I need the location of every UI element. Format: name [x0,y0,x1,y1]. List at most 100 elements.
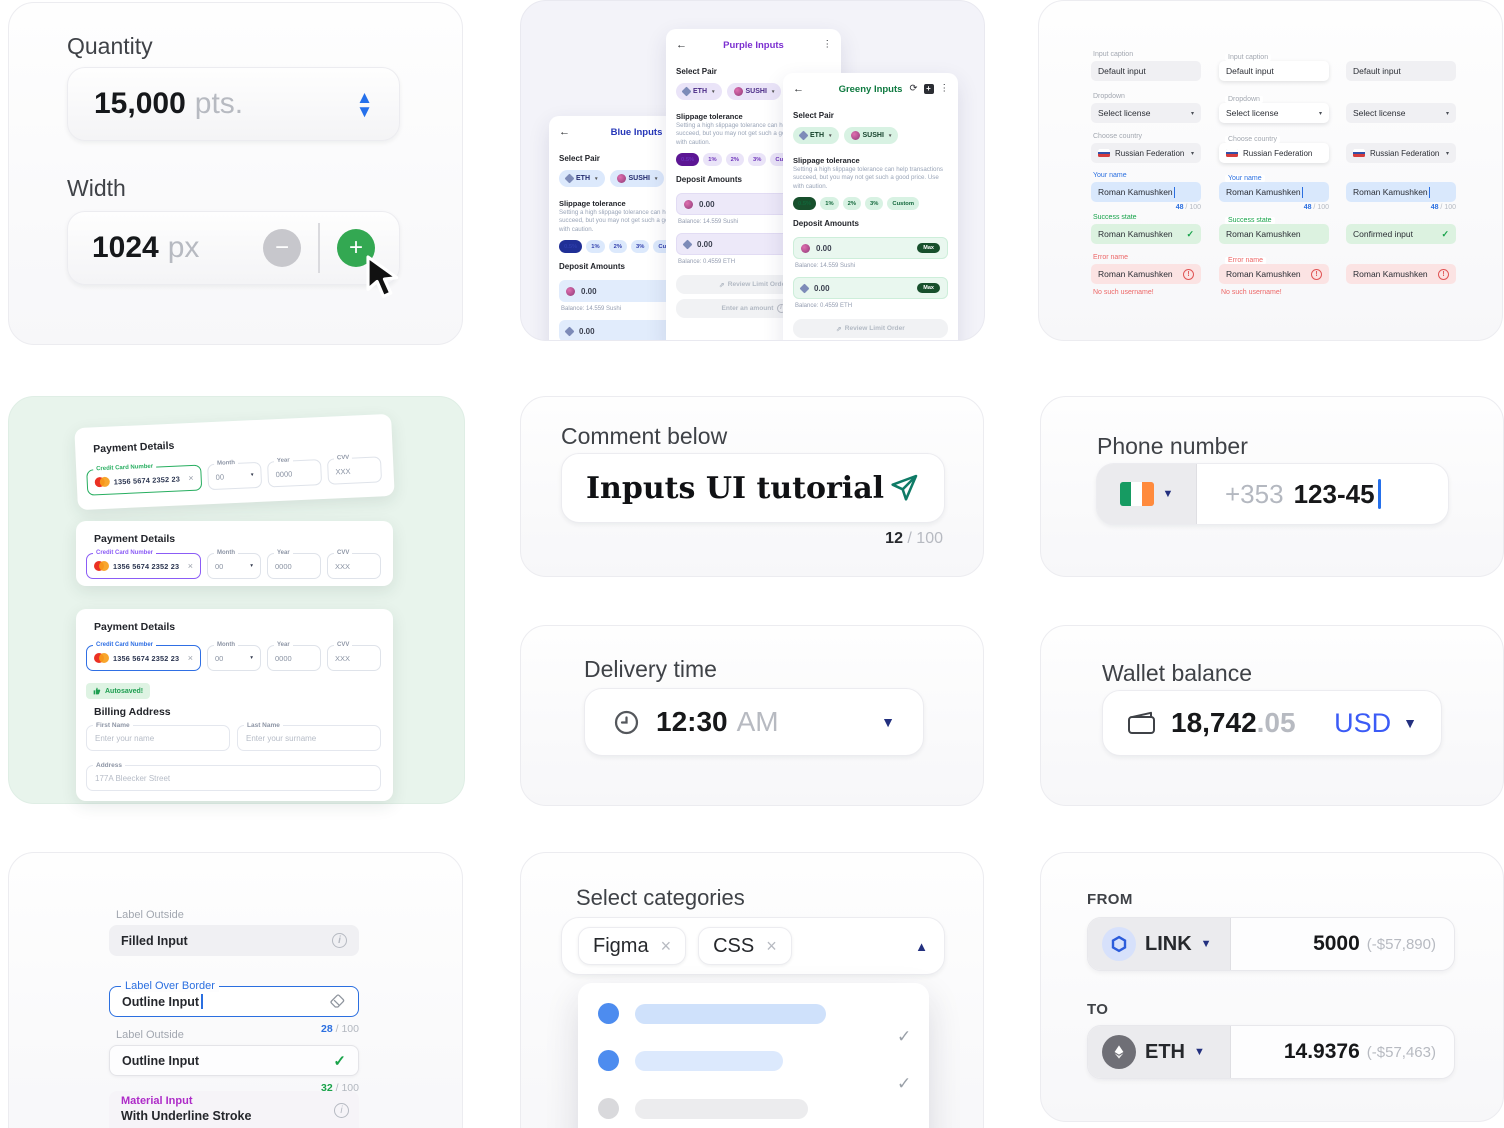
clear-icon[interactable]: × [187,561,193,571]
credit-card-input[interactable]: Credit Card Number 1356 5674 2352 23 × [86,463,203,496]
slippage-chip[interactable]: Custom [887,197,919,210]
clear-icon[interactable]: × [188,472,194,484]
sushi-pair-select[interactable]: SUSHI ▾ [726,83,782,100]
default-input[interactable]: Default input [1346,61,1456,81]
slippage-chip[interactable]: 0.5% [676,153,700,166]
filled-input[interactable]: Filled Input i [109,925,359,956]
max-button[interactable]: Max [917,243,940,253]
error-input[interactable]: Roman Kamushken! [1346,264,1456,284]
default-input[interactable]: Default input [1219,61,1329,81]
success-input[interactable]: Roman Kamushken [1219,224,1329,244]
eth-amount-input[interactable]: 0.00 Max [793,277,948,299]
clear-icon[interactable]: × [187,653,193,663]
year-input[interactable]: Year 0000 [267,457,323,488]
refresh-icon[interactable]: ⟳ [909,83,918,94]
success-input[interactable]: Roman Kamushken ✓ [1091,224,1201,244]
country-code-select[interactable]: ▼ [1097,464,1197,524]
first-name-input[interactable]: First Name Enter your name [86,722,230,751]
country-dropdown[interactable]: Russian Federation ▾ [1346,143,1456,163]
option-skeleton[interactable] [635,1051,783,1071]
slippage-chip[interactable]: 2% [608,240,627,253]
month-select[interactable]: Month 00 ▾ [207,550,261,579]
month-select[interactable]: Month 00 ▾ [207,459,263,491]
credit-card-input[interactable]: Credit Card Number 1356 5674 2352 23 × [86,550,201,579]
categories-multiselect[interactable]: Figma × CSS × ▲ [561,917,945,975]
to-amount[interactable]: 14.9376 (-$57,463) [1284,1026,1436,1078]
from-token-select[interactable]: LINK ▼ [1088,918,1231,970]
slippage-chip[interactable]: 0.5% [559,240,583,253]
license-dropdown[interactable]: Select license ▾ [1091,103,1201,123]
send-icon[interactable] [888,472,920,504]
default-input[interactable]: Default input [1091,61,1201,81]
quantity-stepper[interactable]: ▲ ▼ [356,87,373,121]
comment-input[interactable]: Inputs UI tutorial [561,453,945,523]
month-select[interactable]: Month 00 ▾ [207,642,261,671]
quantity-input[interactable]: 15,000 pts. ▲ ▼ [67,67,400,141]
slippage-chip[interactable]: 1% [703,153,722,166]
sushi-amount-input[interactable]: 0.00 Max [793,237,948,259]
year-input[interactable]: Year 0000 [267,550,321,579]
decrement-button[interactable]: − [263,229,301,267]
chevron-up-icon[interactable]: ▲ [915,938,928,954]
slippage-chip[interactable]: 1% [820,197,839,210]
year-input[interactable]: Year 0000 [267,642,321,671]
license-dropdown[interactable]: Select license ▾ [1346,103,1456,123]
cvv-input[interactable]: CVV XXX [326,454,383,485]
material-input[interactable]: Material Input With Underline Stroke i [109,1091,359,1128]
eth-pair-select[interactable]: ETH ▾ [676,83,722,100]
slippage-chip[interactable]: 3% [748,153,767,166]
last-name-input[interactable]: Last Name Enter your surname [237,722,381,751]
outline-input-valid[interactable]: Outline Input ✓ [109,1045,359,1076]
back-icon[interactable]: ← [559,126,570,138]
success-input[interactable]: Confirmed input ✓ [1346,224,1456,244]
eth-pair-select[interactable]: ETH ▾ [793,127,839,144]
remove-chip-icon[interactable]: × [766,935,777,956]
country-dropdown[interactable]: Russian Federation [1219,143,1329,163]
stepper-up-icon[interactable]: ▲ [356,87,373,107]
option-skeleton[interactable] [635,1004,826,1024]
slippage-chip[interactable]: 2% [842,197,861,210]
width-input[interactable]: 1024 px − + [67,211,400,285]
remove-chip-icon[interactable]: × [660,935,672,956]
to-token-select[interactable]: ETH ▼ [1088,1026,1231,1078]
back-icon[interactable]: ← [793,83,804,95]
sushi-pair-select[interactable]: SUSHI ▾ [843,127,899,144]
slippage-chip[interactable]: 3% [865,197,884,210]
back-icon[interactable]: ← [676,39,687,51]
stepper-down-icon[interactable]: ▼ [356,101,373,121]
wallet-balance-select[interactable]: 18,742 .05 USD ▼ [1102,690,1442,756]
category-chip[interactable]: Figma × [578,927,687,965]
cvv-input[interactable]: CVV XXX [327,550,381,579]
name-input[interactable]: Roman Kamushken [1219,182,1329,202]
slippage-chip[interactable]: 2% [725,153,744,166]
chevron-down-icon[interactable]: ▼ [1403,715,1417,731]
eth-pair-select[interactable]: ETH ▾ [559,170,605,187]
slippage-chip[interactable]: 3% [631,240,650,253]
kebab-menu-icon[interactable]: ⋮ [822,39,833,50]
country-dropdown[interactable]: Russian Federation ▾ [1091,143,1201,163]
license-dropdown[interactable]: Select license ▾ [1219,103,1329,123]
deposit-label: Deposit Amounts [793,219,859,228]
from-amount[interactable]: 5000 (-$57,890) [1313,918,1436,970]
slippage-chip[interactable]: 1% [586,240,605,253]
name-input[interactable]: Roman Kamushken [1091,182,1201,202]
max-button[interactable]: Max [917,283,940,293]
slippage-chip[interactable]: 0.5% [793,197,817,210]
address-input[interactable]: Address 177A Bleecker Street [86,762,381,791]
cvv-input[interactable]: CVV XXX [327,642,381,671]
error-input[interactable]: Roman Kamushken! [1219,264,1329,284]
name-input[interactable]: Roman Kamushken [1346,182,1456,202]
slippage-options: 0.5% 1% 2% 3% Custom [793,197,919,210]
category-chip[interactable]: CSS × [698,927,792,965]
kebab-menu-icon[interactable]: ⋮ [939,83,950,94]
add-box-icon[interactable]: + [923,83,934,94]
time-select[interactable]: 12:30 AM ▼ [584,688,924,756]
eraser-icon[interactable] [329,993,346,1010]
error-input[interactable]: Roman Kamushken! [1091,264,1201,284]
credit-card-input[interactable]: Credit Card Number 1356 5674 2352 23 × [86,642,201,671]
chevron-down-icon[interactable]: ▼ [881,714,895,730]
phone-input[interactable]: ▼ +353 123-45 [1096,463,1449,525]
option-skeleton[interactable] [635,1099,808,1119]
review-limit-order-button[interactable]: ⇗ Review Limit Order [793,319,948,338]
sushi-pair-select[interactable]: SUSHI ▾ [609,170,665,187]
